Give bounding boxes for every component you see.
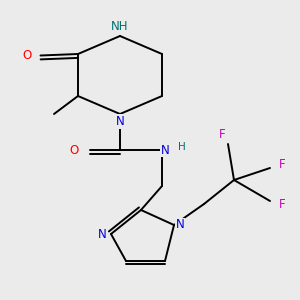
- Text: N: N: [160, 143, 169, 157]
- Text: N: N: [176, 218, 184, 232]
- Text: NH: NH: [111, 20, 129, 34]
- Text: F: F: [279, 158, 285, 172]
- Text: F: F: [279, 197, 285, 211]
- Text: N: N: [98, 227, 106, 241]
- Text: H: H: [178, 142, 185, 152]
- Text: O: O: [69, 143, 78, 157]
- Text: N: N: [116, 115, 124, 128]
- Text: F: F: [219, 128, 225, 142]
- Text: O: O: [22, 49, 32, 62]
